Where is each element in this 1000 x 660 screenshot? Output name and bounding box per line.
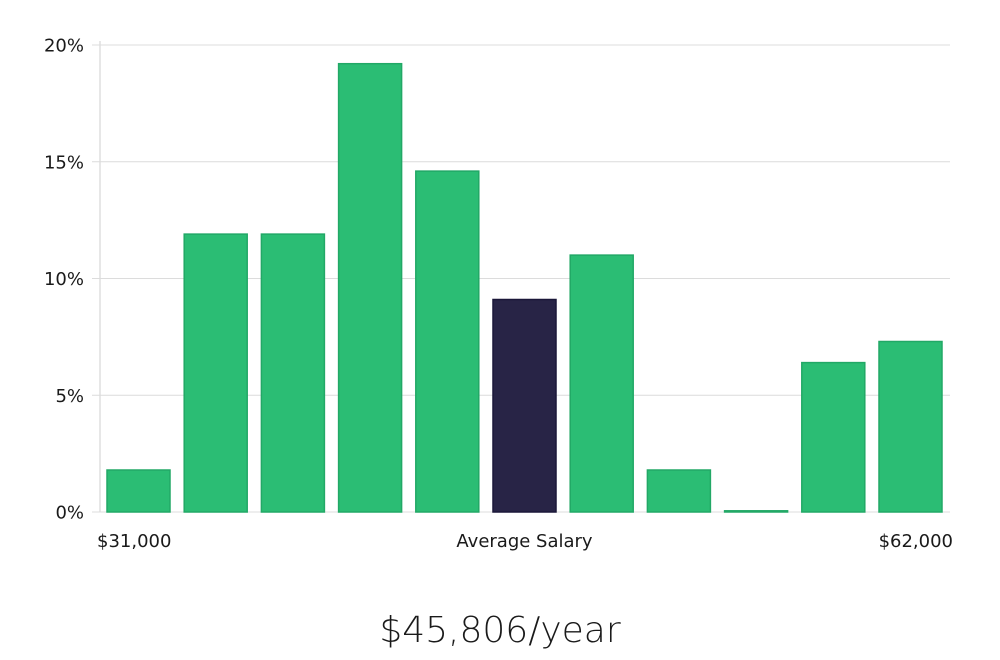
x-label-max: $62,000 [879,531,953,552]
bars [106,62,943,513]
bar [260,233,326,513]
bar [801,361,866,513]
bar [337,62,403,513]
y-axis-ticks: 0% 5% 10% 15% 20% [44,36,84,524]
bar [723,510,789,513]
y-tick-label: 20% [44,36,84,57]
y-tick-label: 15% [44,152,84,173]
bar [106,469,171,513]
bar [415,170,480,513]
y-tick-label: 10% [44,269,84,290]
x-label-min: $31,000 [97,531,171,552]
bar [183,233,248,513]
y-tick-label: 0% [55,503,84,524]
salary-distribution-chart: 0% 5% 10% 15% 20% $31,000 Average Salary $62… [44,36,953,553]
bar [569,254,634,513]
x-label-average: Average Salary [456,531,593,552]
bar [878,340,943,513]
y-tick-label: 5% [55,386,84,407]
bar [646,469,712,513]
bar-average-salary [492,298,557,513]
average-salary-value: $45,806/year [379,610,621,651]
